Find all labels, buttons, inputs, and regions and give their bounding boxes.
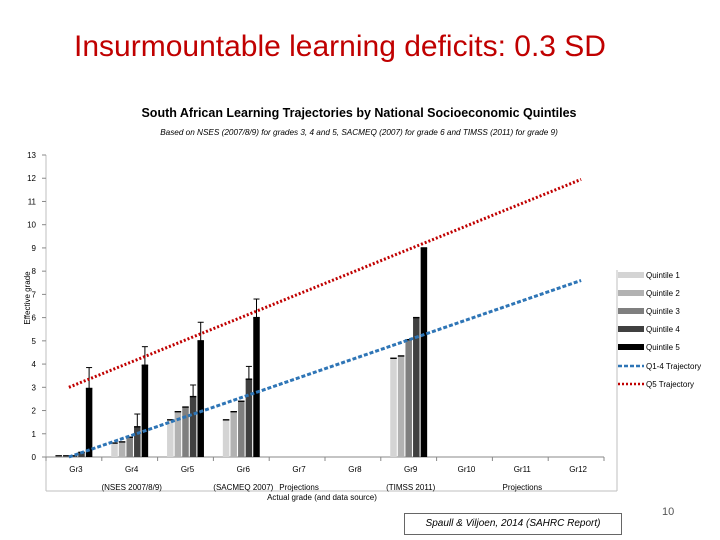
error-bars [86, 298, 260, 427]
y-tick-label: 0 [32, 453, 37, 462]
y-tick-label: 10 [27, 221, 36, 230]
bar-quintile-2 [397, 355, 405, 457]
legend-label: Quintile 1 [646, 271, 680, 280]
y-tick-label: 8 [32, 267, 37, 276]
slide-title: Insurmountable learning deficits: 0.3 SD [74, 30, 606, 63]
x-tick-label: Gr4 [125, 465, 139, 474]
x-tick-label: Gr7 [292, 465, 306, 474]
bar-quintile-4 [413, 317, 420, 457]
x-tick-label: Gr12 [569, 465, 587, 474]
legend-swatch-quintile-3 [618, 308, 644, 314]
x-axis-label: Actual grade (and data source) [267, 493, 377, 502]
bar-quintile-4 [78, 452, 85, 457]
legend-label: Q1-4 Trajectory [646, 362, 701, 371]
x-tick-sublabel: (TIMSS 2011) [386, 483, 436, 492]
bar-quintile-4 [134, 426, 141, 457]
legend-label: Quintile 5 [646, 343, 680, 352]
x-tick-label: Gr3 [69, 465, 83, 474]
trajectory-lines [68, 178, 582, 459]
x-tick-sublabel: Projections [279, 483, 319, 492]
bar-quintile-1 [111, 443, 118, 457]
legend-label: Q5 Trajectory [646, 380, 694, 389]
legend-swatch-quintile-2 [618, 290, 644, 296]
y-tick-label: 1 [32, 430, 37, 439]
x-tick-label: Gr10 [458, 465, 476, 474]
trajectory-line-q5 [68, 178, 582, 389]
y-tick-label: 3 [32, 383, 37, 392]
bar-quintile-4 [189, 396, 197, 457]
legend-label: Quintile 4 [646, 325, 680, 334]
y-tick-label: 2 [32, 407, 37, 416]
bar-series [55, 247, 428, 457]
bar-quintile-2 [230, 411, 237, 457]
x-tick-sublabel: (SACMEQ 2007) [213, 483, 273, 492]
x-tick-label: Gr6 [237, 465, 251, 474]
chart-title: South African Learning Trajectories by N… [141, 106, 577, 120]
bar-quintile-3 [126, 437, 133, 457]
bar-quintile-5 [420, 247, 428, 457]
bar-quintile-5 [141, 365, 149, 457]
chart-legend: Quintile 1 Quintile 2 Quintile 3 Quintile 4… [618, 271, 701, 389]
x-tick-label: Gr8 [348, 465, 362, 474]
bar-quintile-2 [118, 441, 126, 457]
bar-quintile-1 [222, 419, 230, 457]
y-tick-label: 4 [32, 360, 37, 369]
legend-swatch-quintile-4 [618, 326, 644, 332]
legend-swatch-quintile-5 [618, 344, 644, 350]
legend-label: Quintile 2 [646, 289, 680, 298]
x-tick-label: Gr11 [514, 465, 532, 474]
y-tick-label: 12 [27, 174, 36, 183]
x-tick-label: Gr5 [181, 465, 195, 474]
x-tick-label: Gr9 [404, 465, 418, 474]
y-tick-label: 11 [28, 197, 37, 206]
y-tick-label: 7 [32, 290, 37, 299]
chart-subtitle: Based on NSES (2007/8/9) for grades 3, 4… [160, 128, 558, 137]
x-axis: Gr3 Gr4 (NSES 2007/8/9) Gr5 Gr6 (SACMEQ 2007)… [45, 456, 605, 492]
bar-quintile-3 [405, 339, 412, 457]
citation-box: Spaull & Viljoen, 2014 (SAHRC Report) [404, 513, 622, 535]
bar-quintile-2 [174, 411, 182, 457]
trajectory-line-q1-4 [68, 279, 582, 459]
chart-plot-area [45, 155, 618, 492]
bar-quintile-1 [390, 358, 397, 457]
y-axis-label: Effective grade [23, 271, 32, 325]
y-tick-label: 6 [32, 314, 37, 323]
legend-swatch-quintile-1 [618, 272, 644, 278]
bar-quintile-4 [245, 379, 253, 457]
y-tick-label: 5 [32, 337, 37, 346]
y-tick-label: 9 [32, 244, 37, 253]
slide-number: 10 [662, 506, 675, 518]
bar-quintile-3 [238, 401, 245, 457]
bar-quintile-5 [197, 340, 204, 457]
bar-quintile-1 [167, 419, 174, 457]
legend-label: Quintile 3 [646, 307, 680, 316]
bar-quintile-5 [85, 388, 93, 457]
y-tick-label: 13 [27, 151, 36, 160]
x-tick-sublabel: (NSES 2007/8/9) [101, 483, 162, 492]
x-tick-sublabel: Projections [503, 483, 543, 492]
bar-quintile-5 [253, 317, 260, 457]
bar-quintile-3 [182, 407, 189, 457]
